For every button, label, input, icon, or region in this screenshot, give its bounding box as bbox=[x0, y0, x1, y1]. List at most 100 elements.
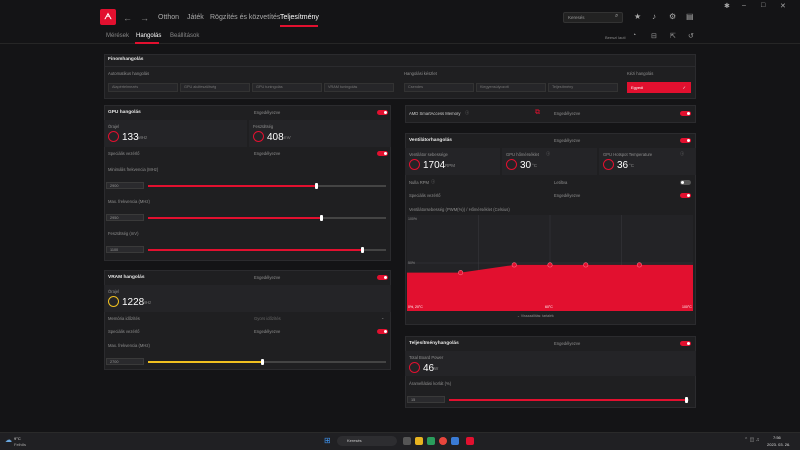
fan-adv-toggle[interactable] bbox=[680, 193, 691, 198]
fan-reset-label: Visszaállítás: tartalék bbox=[520, 314, 554, 318]
bell-icon[interactable]: ♪ bbox=[652, 12, 656, 21]
mem-timing-label: Memória időzítés bbox=[108, 316, 140, 321]
reset-icon[interactable]: ↺ bbox=[688, 33, 694, 40]
tab-metrics[interactable]: Mérések bbox=[106, 33, 130, 39]
gpu-min-freq-input[interactable]: 2900 bbox=[106, 182, 144, 189]
gpu-volt-gauge bbox=[253, 131, 264, 142]
power-limit-input[interactable]: 15 bbox=[407, 396, 445, 403]
gpu-min-freq-slider[interactable] bbox=[315, 183, 319, 189]
vram-clock-box bbox=[104, 285, 391, 312]
sam-toggle[interactable] bbox=[680, 111, 691, 116]
explorer-icon[interactable] bbox=[415, 437, 423, 445]
auto-opt-vram-oc[interactable]: VRAM tuningolás bbox=[324, 83, 394, 92]
taskbar-search[interactable]: Keresés bbox=[337, 436, 397, 446]
sidebar-icon[interactable]: ▤ bbox=[686, 12, 694, 21]
gpu-max-freq-input[interactable]: 2950 bbox=[106, 214, 144, 221]
tab-active-indicator bbox=[135, 42, 159, 44]
search-input[interactable]: Keresés bbox=[563, 12, 623, 23]
manual-custom-label: Egyedi bbox=[631, 85, 644, 90]
back-arrow-icon[interactable]: ← bbox=[123, 13, 132, 23]
app-icon[interactable] bbox=[427, 437, 435, 445]
gauge-icon[interactable]: ◔ bbox=[632, 32, 637, 39]
forward-arrow-icon[interactable]: → bbox=[140, 13, 149, 23]
vram-toggle[interactable] bbox=[377, 275, 388, 280]
power-toggle[interactable] bbox=[680, 341, 691, 346]
auto-opt-undervolt[interactable]: GPU alulfeszültség bbox=[180, 83, 250, 92]
hotspot-gauge bbox=[603, 159, 614, 170]
tab-tuning[interactable]: Hangolás bbox=[136, 33, 162, 39]
export-icon[interactable]: ⇱ bbox=[670, 33, 676, 40]
preset-quiet[interactable]: Csendes bbox=[404, 83, 474, 92]
gpu-toggle[interactable] bbox=[377, 110, 388, 115]
fan-curve-chart[interactable] bbox=[407, 215, 693, 311]
vram-clock-unit: MHz bbox=[142, 300, 152, 305]
vram-adv-toggle[interactable] bbox=[377, 329, 388, 334]
maximize-icon[interactable]: □ bbox=[761, 2, 766, 9]
preset-balanced[interactable]: Kiegyensúlyozott bbox=[476, 83, 546, 92]
y-top-label: 100% bbox=[408, 217, 417, 221]
save-icon[interactable]: ⊟ bbox=[651, 33, 657, 40]
power-state: Engedélyezve bbox=[554, 341, 581, 346]
nav-performance[interactable]: Teljesítmény bbox=[280, 14, 319, 21]
auto-opt-gpu-oc[interactable]: GPU tuningolás bbox=[252, 83, 322, 92]
fan-curve-point[interactable] bbox=[583, 262, 589, 268]
info-icon[interactable]: ⓘ bbox=[465, 110, 470, 115]
fan-speed-label: Ventilátor sebessége bbox=[409, 152, 448, 157]
gpu-temp-unit: °C bbox=[532, 163, 538, 168]
close-icon[interactable]: ✕ bbox=[780, 3, 786, 10]
finetune-card bbox=[104, 54, 696, 99]
mem-timing-select[interactable]: Gyors időzítés bbox=[254, 316, 281, 321]
fan-adv-label: Speciális vezérlő bbox=[409, 193, 441, 198]
gpu-volt-unit: mV bbox=[284, 135, 291, 140]
nav-gaming[interactable]: Játék bbox=[187, 14, 204, 21]
nav-record[interactable]: Rögzítés és közvetítés bbox=[210, 14, 281, 21]
fan-curve-point[interactable] bbox=[636, 262, 642, 268]
info-icon[interactable]: ⓘ bbox=[546, 151, 551, 156]
vram-title: VRAM hangolás bbox=[108, 275, 145, 280]
manual-label: Kézi hangolás bbox=[627, 71, 654, 76]
gpu-voltage-slider[interactable] bbox=[360, 247, 364, 253]
minimize-icon[interactable]: – bbox=[742, 2, 746, 9]
preset-performance[interactable]: Teljesítmény bbox=[548, 83, 618, 92]
gpu-voltage-input[interactable]: 1100 bbox=[106, 246, 144, 253]
fan-speed-value: 1704 bbox=[423, 160, 446, 171]
gpu-voltage-fill bbox=[148, 249, 363, 251]
divider bbox=[104, 66, 696, 67]
chevron-down-icon[interactable]: ⌄ bbox=[381, 315, 385, 320]
weather-desc: Felhős bbox=[14, 442, 27, 447]
fan-speed-gauge bbox=[409, 159, 420, 170]
fan-toggle[interactable] bbox=[680, 138, 691, 143]
auto-opt-default[interactable]: Alapértelmezés bbox=[108, 83, 178, 92]
fan-title: Ventilátorhangolás bbox=[409, 138, 452, 143]
nav-home[interactable]: Otthon bbox=[158, 14, 180, 21]
top-bar bbox=[0, 0, 800, 30]
fan-reset-link[interactable]: ⌄ Visszaállítás: tartalék bbox=[517, 314, 554, 318]
vram-max-freq-input[interactable]: 2700 bbox=[106, 358, 144, 365]
info-icon[interactable]: ⓘ bbox=[680, 151, 685, 156]
bug-icon[interactable]: ✱ bbox=[724, 3, 730, 10]
tbp-label: Total Board Power bbox=[409, 355, 444, 360]
fan-curve-point[interactable] bbox=[511, 262, 517, 268]
task-view-icon[interactable] bbox=[403, 437, 411, 445]
vram-max-freq-slider[interactable] bbox=[260, 359, 264, 365]
app-icon[interactable] bbox=[451, 437, 459, 445]
gear-icon[interactable]: ⚙ bbox=[669, 12, 677, 21]
gpu-adv-toggle[interactable] bbox=[377, 151, 388, 156]
sam-label: AMD SmartAccess Memory bbox=[409, 111, 461, 116]
tab-settings[interactable]: Beállítások bbox=[170, 33, 200, 39]
tray-icons[interactable]: ⌃ ◫ ♫ bbox=[744, 437, 760, 443]
star-icon[interactable]: ★ bbox=[634, 12, 642, 21]
amd-taskbar-icon[interactable] bbox=[466, 437, 474, 445]
fan-curve-point[interactable] bbox=[458, 270, 464, 276]
manual-custom-button[interactable]: Egyedi ✓ bbox=[627, 82, 691, 93]
zero-rpm-toggle[interactable] bbox=[680, 180, 691, 185]
windows-start-icon[interactable]: ⊞ bbox=[324, 436, 331, 445]
power-limit-slider[interactable] bbox=[685, 397, 689, 403]
y-mid-label: 50% bbox=[408, 261, 416, 265]
info-icon[interactable]: ⓘ bbox=[431, 179, 436, 184]
gpu-temp-gauge bbox=[506, 159, 517, 170]
gpu-max-freq-slider[interactable] bbox=[320, 215, 324, 221]
chrome-icon[interactable] bbox=[439, 437, 447, 445]
taskbar bbox=[0, 432, 800, 450]
fan-curve-point[interactable] bbox=[547, 262, 553, 268]
